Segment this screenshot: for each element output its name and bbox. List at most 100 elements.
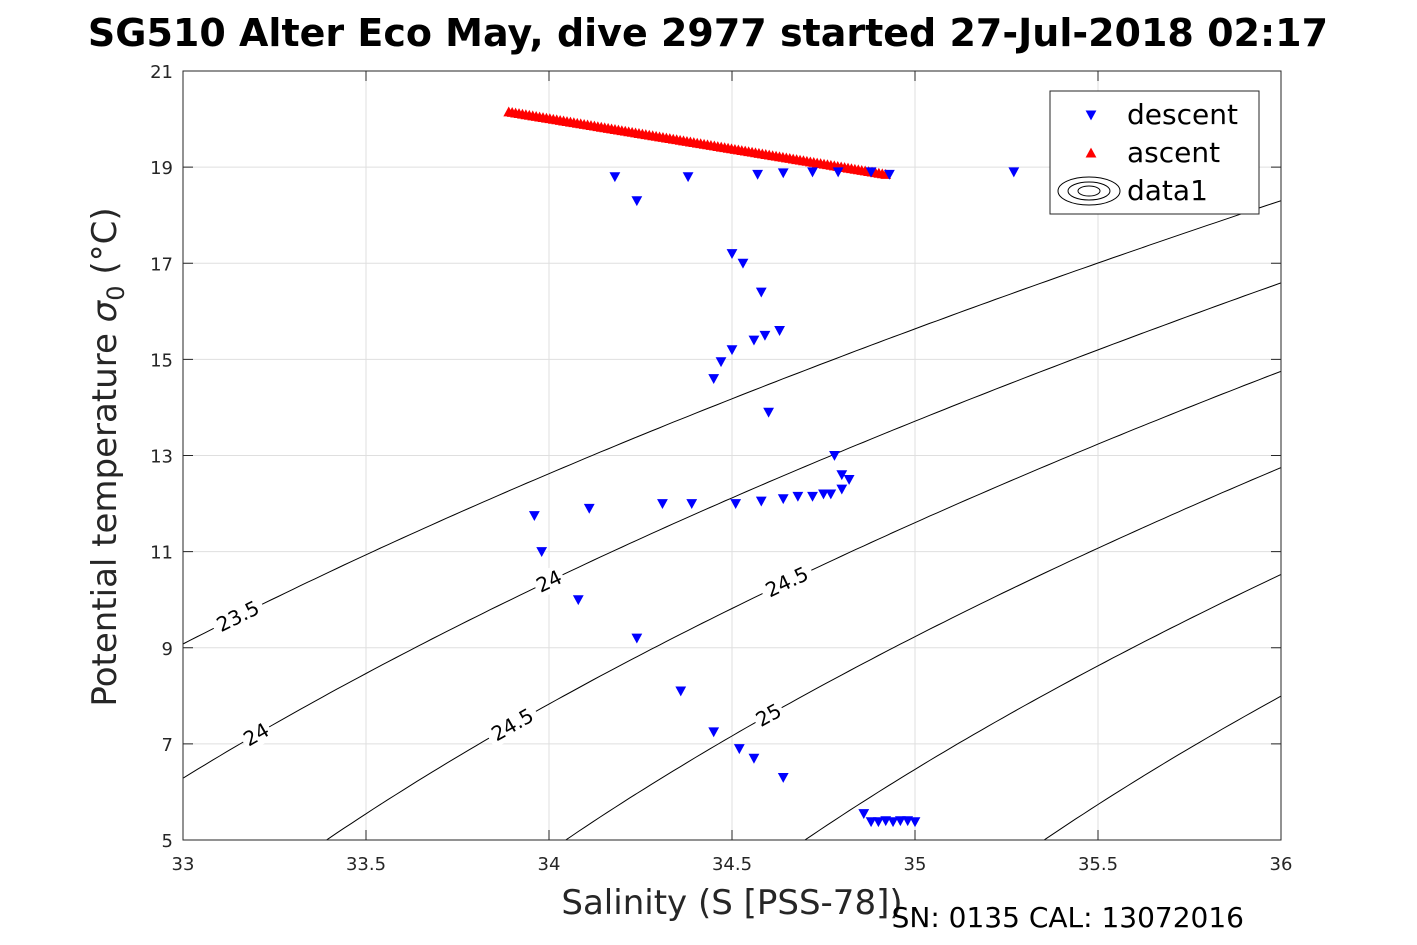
descent-marker bbox=[528, 511, 540, 521]
descent-series bbox=[528, 167, 1020, 828]
legend-descent-label: descent bbox=[1127, 98, 1238, 131]
axis-ticks: 33 33.5 34 34.5 35 35.5 36 5 7 9 11 13 15 17 19 21 bbox=[150, 62, 1292, 875]
chart-title: SG510 Alter Eco May, dive 2977 started 2… bbox=[88, 11, 1328, 55]
descent-marker bbox=[726, 345, 738, 356]
isopycnal-label-bg bbox=[237, 716, 276, 753]
x-tick-label: 33.5 bbox=[346, 854, 386, 875]
isopycnal-line bbox=[325, 370, 1281, 840]
serial-calibration-footer: SN: 0135 CAL: 13072016 bbox=[892, 901, 1244, 934]
descent-marker bbox=[708, 727, 720, 738]
descent-marker bbox=[865, 817, 877, 828]
legend-data1-label: data1 bbox=[1127, 174, 1208, 207]
descent-marker bbox=[737, 258, 749, 269]
legend-ascent-marker bbox=[1085, 147, 1097, 158]
descent-marker bbox=[777, 168, 789, 179]
descent-marker bbox=[730, 499, 742, 509]
descent-marker bbox=[609, 172, 621, 183]
descent-marker bbox=[825, 489, 837, 500]
descent-marker bbox=[675, 686, 687, 697]
legend-box bbox=[1049, 90, 1260, 215]
descent-marker bbox=[792, 491, 804, 502]
y-axis-label-sigma: σ bbox=[85, 299, 125, 322]
y-tick-label: 21 bbox=[150, 62, 173, 83]
descent-marker bbox=[682, 172, 694, 183]
x-tick-label: 34.5 bbox=[712, 854, 752, 875]
descent-marker bbox=[759, 330, 771, 341]
x-tick-label: 35 bbox=[904, 854, 927, 875]
x-tick-label: 35.5 bbox=[1078, 854, 1118, 875]
isopycnal-line bbox=[183, 282, 1281, 779]
isopycnal-label-bg bbox=[757, 559, 817, 605]
descent-marker bbox=[858, 809, 870, 819]
isopycnal-label-bg bbox=[482, 700, 542, 749]
x-axis-label: Salinity (S [PSS-78]) bbox=[561, 883, 902, 923]
x-tick-label: 33 bbox=[172, 854, 195, 875]
y-axis-label-unit: (°C) bbox=[85, 207, 125, 285]
descent-marker bbox=[774, 326, 785, 336]
descent-marker bbox=[686, 499, 698, 509]
legend-descent-triangle bbox=[1085, 110, 1097, 121]
descent-marker bbox=[807, 167, 818, 178]
y-tick-label: 5 bbox=[162, 831, 173, 852]
descent-marker bbox=[807, 491, 818, 502]
density-contours bbox=[183, 200, 1281, 840]
descent-marker bbox=[843, 475, 855, 485]
isopycnal-line bbox=[564, 467, 1281, 840]
y-tick-label: 13 bbox=[150, 447, 173, 468]
descent-marker bbox=[657, 499, 668, 509]
descent-marker bbox=[763, 407, 774, 418]
legend-ascent-label: ascent bbox=[1127, 136, 1220, 169]
legend-ascent-triangle bbox=[1085, 147, 1097, 158]
descent-marker bbox=[748, 753, 760, 764]
isopycnal-label-bg bbox=[530, 563, 568, 599]
descent-marker bbox=[748, 335, 760, 346]
descent-marker bbox=[631, 633, 643, 644]
isopycnal-label-bg bbox=[208, 593, 268, 639]
descent-marker bbox=[572, 595, 584, 606]
descent-marker bbox=[755, 287, 767, 298]
descent-marker bbox=[873, 817, 884, 828]
legend: descent ascent data1 bbox=[1049, 90, 1260, 215]
descent-marker bbox=[583, 503, 595, 514]
y-tick-label: 17 bbox=[150, 254, 173, 275]
descent-marker bbox=[880, 816, 892, 827]
descent-marker bbox=[777, 773, 789, 783]
isopycnal-line bbox=[804, 573, 1281, 840]
x-tick-label: 36 bbox=[1270, 854, 1293, 875]
descent-marker bbox=[883, 169, 895, 180]
descent-marker bbox=[733, 744, 745, 755]
descent-marker bbox=[832, 167, 844, 178]
descent-marker bbox=[894, 816, 906, 827]
descent-marker bbox=[818, 489, 829, 500]
descent-marker bbox=[536, 547, 548, 558]
descent-marker bbox=[708, 374, 720, 384]
descent-marker bbox=[865, 167, 877, 178]
y-tick-label: 9 bbox=[162, 639, 173, 660]
descent-marker bbox=[726, 249, 738, 260]
descent-marker bbox=[715, 357, 727, 368]
y-axis-label-subscript: 0 bbox=[102, 285, 130, 300]
descent-marker bbox=[755, 496, 767, 507]
descent-marker bbox=[909, 817, 921, 828]
descent-marker bbox=[836, 470, 848, 481]
x-tick-label: 34 bbox=[538, 854, 561, 875]
y-tick-label: 19 bbox=[150, 158, 173, 179]
descent-marker bbox=[902, 816, 914, 827]
y-tick-label: 11 bbox=[150, 543, 173, 564]
descent-marker bbox=[829, 451, 840, 461]
descent-marker bbox=[887, 817, 899, 828]
isopycnal-line bbox=[183, 200, 1281, 645]
y-axis-label: Potential temperature σ0 (°C) bbox=[85, 207, 130, 706]
y-axis-label-main: Potential temperature bbox=[85, 322, 125, 706]
isopycnal-line bbox=[1043, 695, 1281, 840]
descent-marker bbox=[752, 169, 764, 180]
descent-marker bbox=[836, 484, 848, 495]
descent-marker bbox=[777, 494, 789, 505]
ascent-series bbox=[503, 106, 892, 179]
y-tick-label: 7 bbox=[162, 735, 173, 756]
legend-descent-marker bbox=[1085, 110, 1097, 121]
descent-marker bbox=[1008, 167, 1020, 178]
legend-contour-icon bbox=[1057, 176, 1121, 206]
isopycnal-label-bg bbox=[749, 697, 788, 733]
